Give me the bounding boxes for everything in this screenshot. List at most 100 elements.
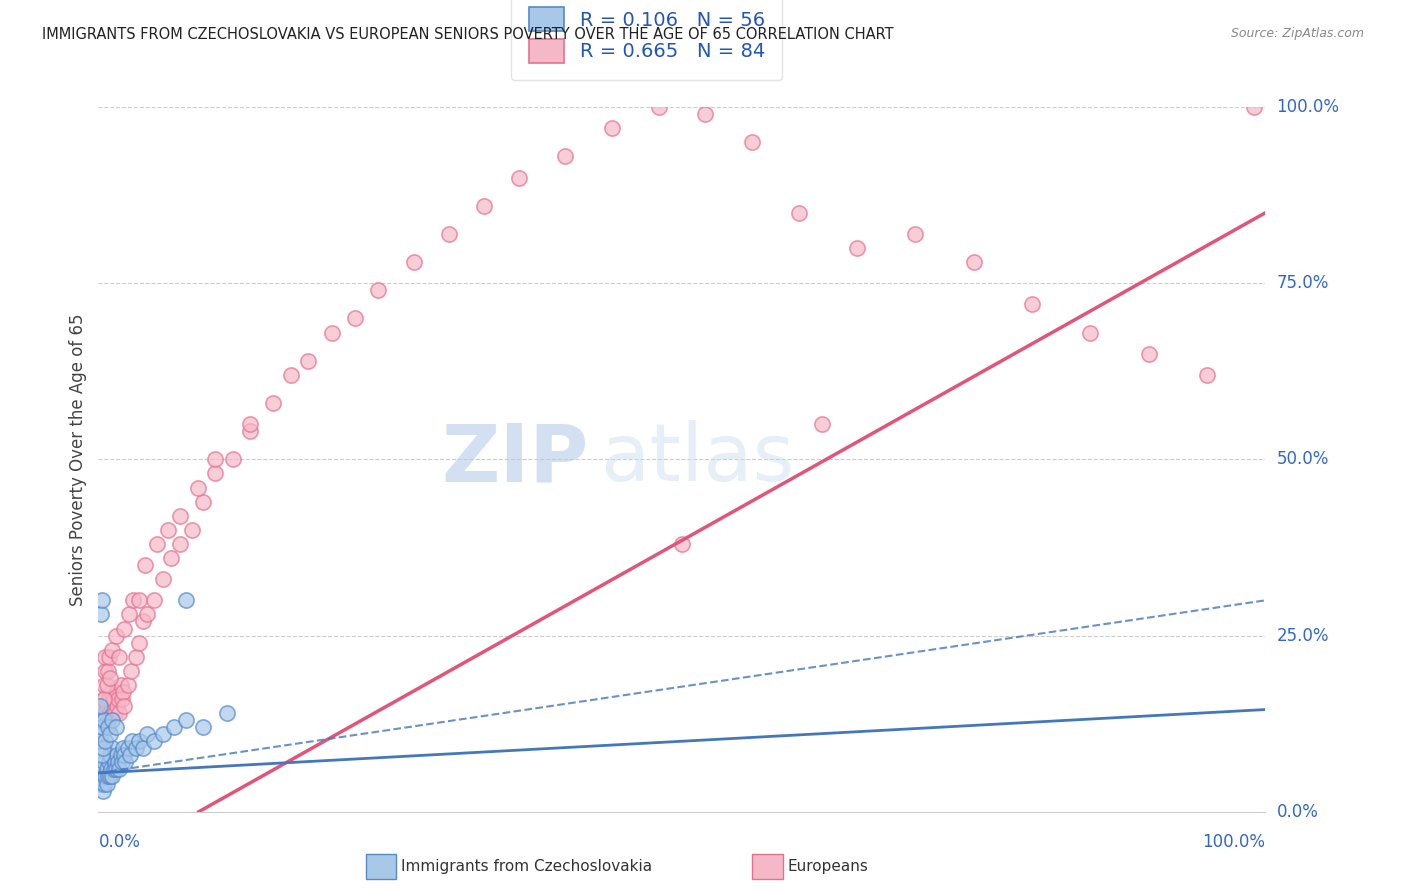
Point	[367, 283, 389, 297]
Point	[96, 699, 118, 714]
Text: ZIP: ZIP	[441, 420, 589, 499]
Point	[117, 741, 139, 756]
Point	[94, 664, 117, 678]
Point	[169, 508, 191, 523]
Point	[97, 649, 120, 664]
Text: 25.0%: 25.0%	[1277, 626, 1329, 645]
Point	[107, 692, 129, 706]
Point	[321, 326, 343, 340]
Point	[97, 713, 120, 727]
Point	[1080, 326, 1102, 340]
Point	[1021, 297, 1043, 311]
Point	[93, 776, 115, 790]
Text: IMMIGRANTS FROM CZECHOSLOVAKIA VS EUROPEAN SENIORS POVERTY OVER THE AGE OF 65 CO: IMMIGRANTS FROM CZECHOSLOVAKIA VS EUROPE…	[42, 27, 894, 42]
Point	[90, 720, 112, 734]
Point	[159, 551, 181, 566]
Point	[193, 720, 215, 734]
Point	[90, 727, 112, 741]
Point	[98, 748, 121, 763]
Point	[741, 135, 763, 149]
Point	[90, 593, 112, 607]
Point	[98, 769, 121, 784]
Point	[118, 748, 141, 763]
Point	[239, 417, 262, 431]
Point	[90, 748, 112, 763]
Point	[239, 424, 262, 438]
Point	[91, 713, 114, 727]
Point	[101, 699, 124, 714]
Point	[204, 467, 226, 481]
Point	[104, 756, 127, 770]
Point	[97, 756, 120, 770]
Point	[128, 593, 150, 607]
Point	[262, 396, 284, 410]
Point	[103, 763, 125, 777]
Point	[695, 107, 717, 121]
Point	[98, 671, 121, 685]
Point	[100, 763, 122, 777]
Point	[280, 368, 302, 382]
Point	[152, 727, 174, 741]
Point	[169, 537, 191, 551]
Point	[221, 452, 243, 467]
Point	[101, 769, 124, 784]
Point	[146, 537, 169, 551]
Point	[297, 353, 319, 368]
Point	[128, 635, 150, 649]
Point	[90, 769, 112, 784]
Point	[174, 713, 197, 727]
Point	[787, 205, 810, 219]
Point	[120, 664, 142, 678]
Point	[97, 664, 120, 678]
Point	[174, 593, 197, 607]
Point	[811, 417, 834, 431]
Point	[93, 692, 115, 706]
Point	[101, 741, 124, 756]
Point	[1243, 100, 1265, 114]
Point	[904, 227, 927, 241]
Point	[157, 523, 180, 537]
Point	[215, 706, 238, 720]
Point	[91, 763, 114, 777]
Point	[111, 692, 134, 706]
Point	[89, 713, 111, 727]
Point	[94, 706, 117, 720]
Point	[647, 100, 669, 114]
Point	[90, 776, 112, 790]
Point	[111, 685, 134, 699]
Point	[204, 452, 226, 467]
Point	[93, 692, 115, 706]
Point	[89, 734, 111, 748]
Text: 75.0%: 75.0%	[1277, 274, 1329, 293]
Point	[132, 741, 155, 756]
Point	[103, 692, 125, 706]
Point	[472, 199, 495, 213]
Point	[112, 699, 135, 714]
Point	[508, 170, 530, 185]
Point	[110, 748, 132, 763]
Point	[97, 692, 120, 706]
Point	[187, 481, 209, 495]
Point	[344, 311, 367, 326]
Point	[1195, 368, 1218, 382]
Text: Source: ZipAtlas.com: Source: ZipAtlas.com	[1230, 27, 1364, 40]
Point	[96, 776, 118, 790]
Point	[100, 685, 122, 699]
Point	[437, 227, 460, 241]
Point	[104, 706, 127, 720]
Point	[118, 607, 141, 622]
Text: Europeans: Europeans	[787, 859, 869, 873]
Point	[97, 769, 120, 784]
Point	[104, 685, 127, 699]
Point	[143, 593, 166, 607]
Point	[89, 699, 111, 714]
Text: 100.0%: 100.0%	[1202, 833, 1265, 851]
Point	[117, 678, 139, 692]
Point	[180, 523, 202, 537]
Legend: R = 0.106   N = 56, R = 0.665   N = 84: R = 0.106 N = 56, R = 0.665 N = 84	[512, 0, 782, 80]
Point	[554, 149, 576, 163]
Point	[94, 769, 117, 784]
Point	[111, 741, 134, 756]
Point	[93, 713, 115, 727]
Y-axis label: Seniors Poverty Over the Age of 65: Seniors Poverty Over the Age of 65	[69, 313, 87, 606]
